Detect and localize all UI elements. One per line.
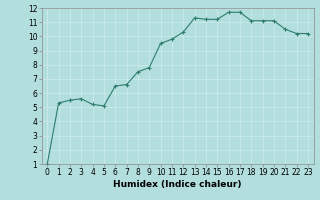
X-axis label: Humidex (Indice chaleur): Humidex (Indice chaleur) <box>113 180 242 189</box>
